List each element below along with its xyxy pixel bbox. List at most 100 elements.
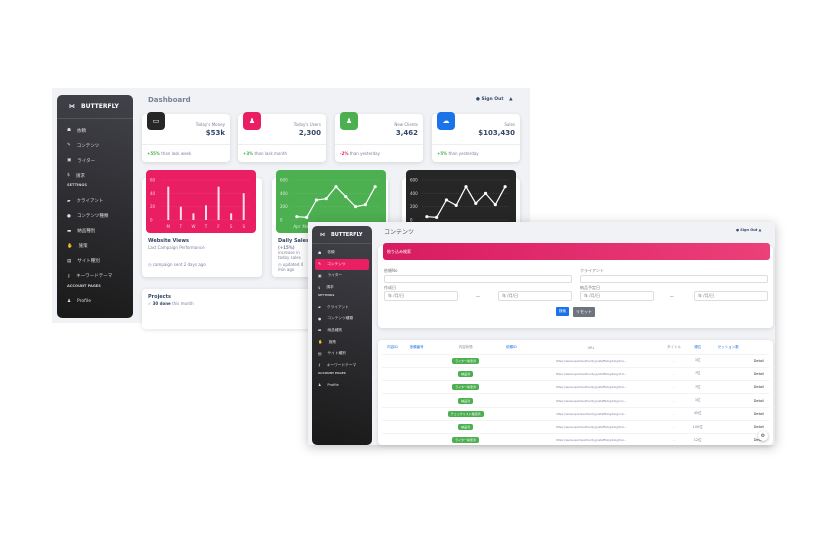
- detail-link[interactable]: Detail: [748, 393, 769, 408]
- bell-icon[interactable]: ▲: [509, 97, 513, 102]
- sidebar-item[interactable]: ✎ コンテンツ: [67, 143, 100, 149]
- url-cell: https://www.sportsauthority.jp/staffblog…: [521, 380, 661, 395]
- key-icon: ⚷: [318, 363, 321, 368]
- card-subtitle: (+15%) increase in today sales: [278, 245, 301, 260]
- data-point: [435, 215, 439, 219]
- order-date-to[interactable]: 年 /月/日: [498, 291, 572, 301]
- sign-out-link[interactable]: ● Sign Out ▲: [736, 228, 762, 232]
- brand: ⋈ BUTTERFLY: [57, 95, 133, 119]
- sidebar-item[interactable]: ● コンテンツ種類: [67, 213, 109, 220]
- stat-card: ♟ Today's Users 2,300 +3% than lask mont…: [238, 112, 326, 162]
- column-header[interactable]: [748, 342, 769, 355]
- sidebar-item[interactable]: ● コンテンツ種類: [318, 316, 354, 321]
- settings-section-title: SETTINGS: [318, 293, 335, 298]
- y-tick-label: 200: [410, 204, 418, 209]
- y-tick-label: 600: [410, 178, 418, 183]
- sidebar-item-profile[interactable]: ♟ Profile: [67, 299, 92, 304]
- title-cell: -: [660, 393, 688, 408]
- projects-title: Projects: [148, 294, 172, 300]
- detail-link[interactable]: Detail: [748, 367, 769, 382]
- contents-screenshot: ⋈ BUTTERFLY ☗ 依頼 ✎ コンテンツ ▣ ライター $ 請求 SETTINGS ▰ クライ…: [308, 222, 775, 445]
- status-badge: ライター執筆済: [452, 357, 480, 364]
- sidebar-item[interactable]: ▬ 納品種別: [67, 228, 96, 235]
- sidebar-item[interactable]: $ 請求: [318, 285, 334, 290]
- column-header[interactable]: 内容状態: [430, 342, 501, 355]
- deadline-to[interactable]: 年 /月/日: [694, 291, 768, 301]
- stat-icon: ♟: [243, 112, 261, 130]
- projects-summary: ✓ 30 done this month: [148, 301, 194, 306]
- clock-icon: ◷: [278, 262, 282, 267]
- palette-icon: ●: [67, 213, 71, 219]
- column-header[interactable]: タイトル: [660, 342, 688, 355]
- bar: [179, 206, 182, 220]
- column-header[interactable]: 内容ID: [382, 342, 403, 355]
- sidebar-item[interactable]: ⚷ キーワードテーマ: [67, 273, 113, 280]
- data-point: [314, 198, 319, 202]
- column-header[interactable]: 依頼番号: [403, 342, 431, 355]
- client-input[interactable]: [580, 275, 768, 283]
- url-cell: https://www.sportsauthority.jp/staffblog…: [521, 354, 661, 368]
- y-tick-label: 400: [410, 191, 418, 196]
- data-point: [344, 195, 348, 199]
- x-tick-label: May: [303, 224, 312, 229]
- folder-icon: ▰: [318, 305, 321, 310]
- sidebar-item[interactable]: $ 請求: [67, 173, 85, 179]
- column-header[interactable]: 順位: [687, 342, 708, 355]
- search-button[interactable]: 検索: [556, 307, 569, 316]
- sidebar-item[interactable]: ▣ ライター: [318, 273, 343, 278]
- title-cell: -: [660, 407, 688, 421]
- sidebar-item[interactable]: ✋ 施策: [318, 339, 336, 345]
- rank-cell: 12位: [687, 433, 708, 445]
- detail-link[interactable]: Detail: [748, 380, 769, 395]
- data-point: [353, 205, 358, 209]
- sidebar-item[interactable]: ▰ クライアント: [318, 304, 349, 310]
- status-badge: 納品済: [458, 424, 474, 431]
- detail-link[interactable]: Detail: [748, 354, 769, 368]
- sidebar-item[interactable]: ✋ 施策: [67, 243, 88, 250]
- y-tick-label: 20: [150, 204, 156, 209]
- sidebar-item[interactable]: ⚷ キーワードテーマ: [318, 362, 357, 368]
- palette-icon: ●: [318, 316, 322, 321]
- sidebar-item-profile[interactable]: ♟ Profile: [318, 382, 339, 387]
- sidebar-item[interactable]: ✎ コンテンツ: [315, 258, 369, 271]
- column-header[interactable]: URL: [521, 342, 661, 355]
- stat-value: $53k: [205, 129, 225, 137]
- sidebar-item[interactable]: ☗ 依頼: [318, 250, 335, 255]
- data-point: [503, 185, 507, 189]
- data-point: [444, 198, 449, 202]
- deadline-from[interactable]: 年 /月/日: [580, 291, 654, 301]
- order-date-from[interactable]: 年 /月/日: [384, 291, 458, 301]
- data-point: [324, 197, 328, 201]
- pencil-icon: ✎: [67, 143, 71, 148]
- column-header[interactable]: セッション数: [707, 342, 749, 355]
- sidebar-item[interactable]: ☗ 依頼: [67, 128, 87, 134]
- title-cell: -: [660, 433, 688, 445]
- settings-fab[interactable]: ⚙: [758, 431, 768, 441]
- order-date-label: 作成日: [384, 285, 396, 290]
- sidebar-item[interactable]: ▣ ライター: [67, 158, 96, 164]
- sidebar-item[interactable]: ▬ 納品種別: [318, 327, 343, 333]
- x-tick-label: F: [217, 224, 220, 229]
- stat-icon: ♟: [340, 112, 358, 130]
- data-point: [493, 203, 497, 207]
- detail-link[interactable]: Detail: [748, 407, 769, 421]
- y-tick-label: 0: [280, 218, 283, 223]
- x-tick-label: S: [242, 224, 245, 229]
- stat-value: 3,462: [395, 129, 418, 137]
- sign-out-link[interactable]: ● Sign Out ▲: [476, 97, 513, 102]
- sidebar-item[interactable]: ▤ サイト種別: [318, 351, 346, 356]
- bell-icon[interactable]: ▲: [758, 228, 762, 232]
- rank-cell: 7位: [687, 367, 708, 382]
- reset-button[interactable]: リセット: [573, 307, 595, 317]
- request-no-input[interactable]: [384, 275, 572, 283]
- stat-label: Today's Users: [293, 122, 321, 127]
- sidebar-item[interactable]: ▤ サイト種別: [67, 258, 100, 265]
- column-header[interactable]: 依頼ID: [500, 342, 522, 355]
- user-icon: ♟: [67, 299, 72, 304]
- y-tick-label: 0: [410, 218, 413, 223]
- butterfly-logo-icon: ⋈: [69, 103, 75, 110]
- dollar-icon: $: [318, 285, 321, 290]
- card-footer: ◷ updated 4 min ago: [278, 262, 304, 272]
- sidebar-item[interactable]: ▰ クライアント: [67, 198, 104, 205]
- y-tick-label: 400: [280, 191, 288, 196]
